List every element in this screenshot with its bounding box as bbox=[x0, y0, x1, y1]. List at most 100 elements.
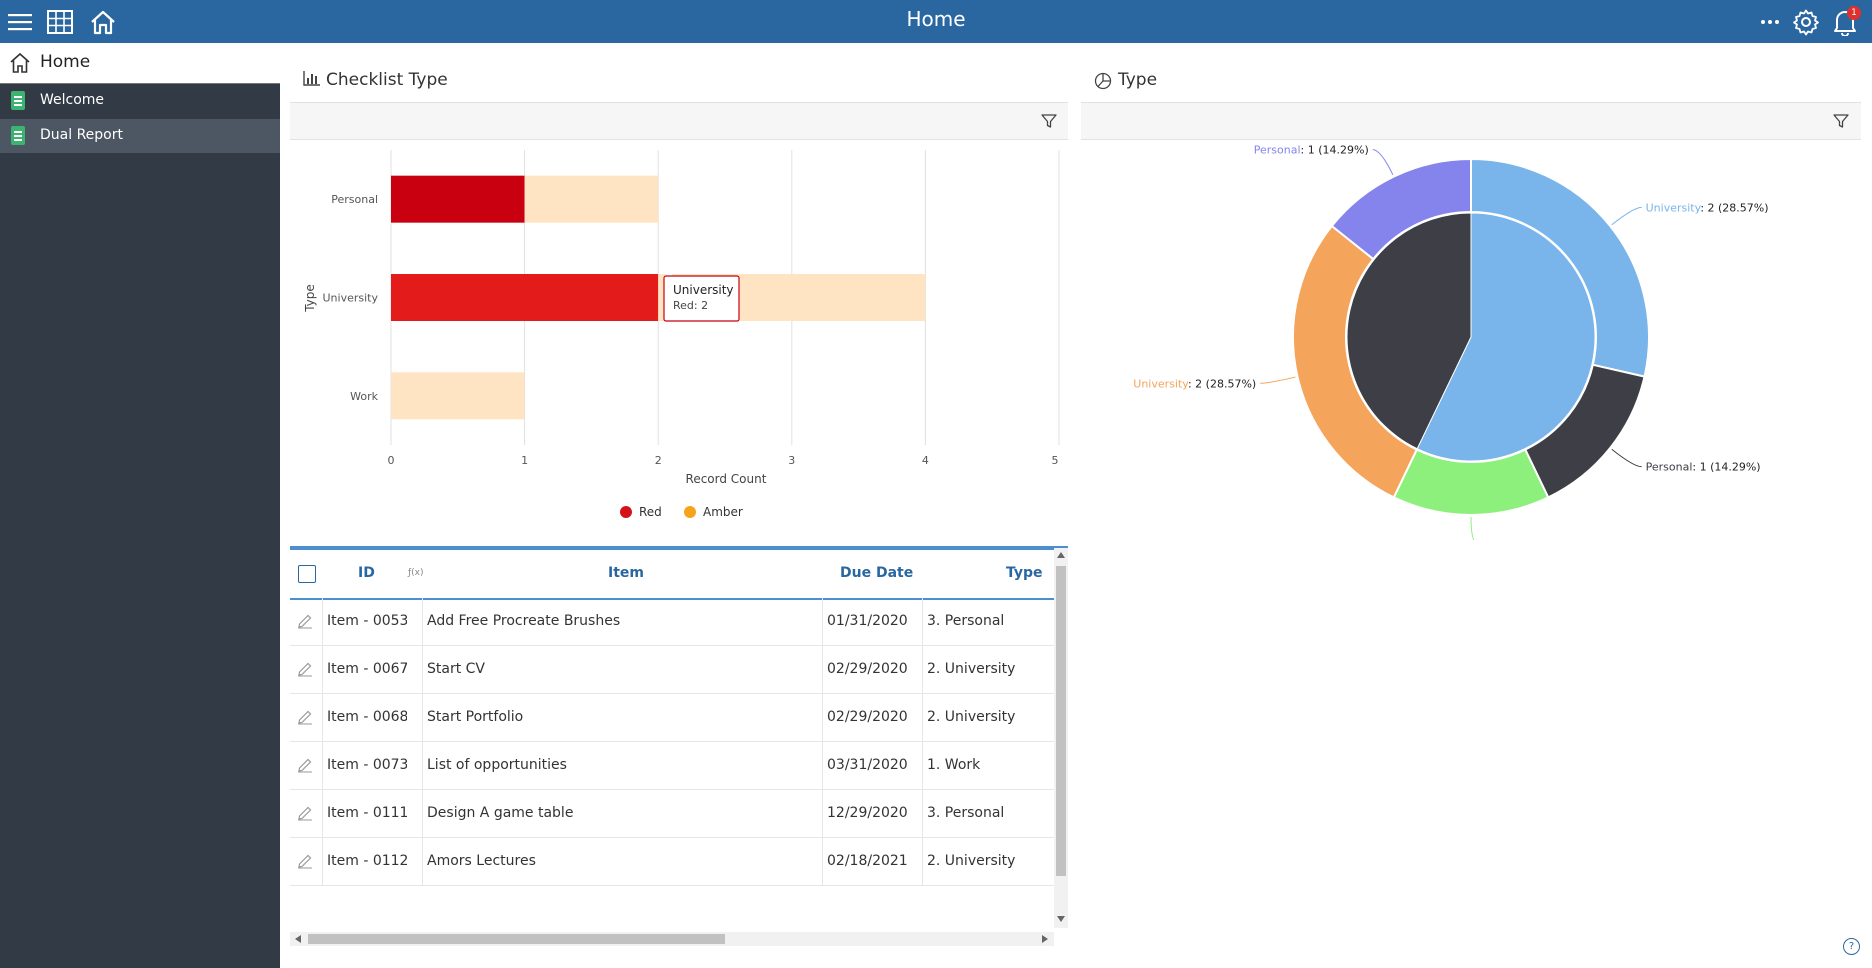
bar-red-personal[interactable] bbox=[391, 175, 525, 223]
edit-icon[interactable] bbox=[297, 694, 315, 741]
home-icon[interactable] bbox=[87, 0, 119, 43]
bar-chart: 0 1 2 3 4 5 Personal University Work Record Cou… bbox=[303, 150, 1060, 519]
document-icon bbox=[11, 126, 25, 145]
pie-label-connector bbox=[1260, 376, 1296, 384]
cell-id: Item - 0067 bbox=[327, 661, 407, 677]
sidebar-item-dual-report[interactable]: Dual Report bbox=[0, 119, 280, 153]
filter-icon[interactable] bbox=[1041, 113, 1057, 133]
sidebar-home-label: Home bbox=[40, 52, 91, 72]
cell-type: 3. Personal bbox=[927, 805, 1005, 821]
help-icon[interactable]: ? bbox=[1843, 938, 1860, 955]
column-header-id[interactable]: ID bbox=[358, 565, 375, 581]
edit-icon[interactable] bbox=[297, 838, 315, 885]
scroll-up-icon[interactable] bbox=[1057, 552, 1065, 558]
pie-chart: University: 2 (28.57%) Personal: 1 (14.29… bbox=[1133, 144, 1769, 540]
cell-type: 3. Personal bbox=[927, 613, 1005, 629]
cell-due-date: 02/18/2021 bbox=[827, 853, 908, 869]
table-row[interactable]: Item - 0111 Design A game table 12/29/2020… bbox=[290, 790, 1054, 838]
edit-icon[interactable] bbox=[297, 742, 315, 789]
horizontal-scrollbar[interactable] bbox=[290, 932, 1054, 946]
vertical-scrollbar[interactable] bbox=[1054, 548, 1068, 928]
pie-label-connector bbox=[1611, 206, 1642, 226]
column-header-item[interactable]: Item bbox=[608, 565, 644, 581]
bar-amber-personal[interactable] bbox=[524, 175, 659, 223]
pie-label: University: 2 (28.57%) bbox=[1133, 377, 1256, 390]
edit-icon[interactable] bbox=[297, 790, 315, 837]
grid-icon[interactable] bbox=[44, 0, 76, 43]
bar-chart-icon bbox=[303, 70, 321, 90]
legend-label-amber[interactable]: Amber bbox=[703, 505, 743, 519]
x-tick-label: 3 bbox=[788, 454, 795, 467]
cell-id: Item - 0068 bbox=[327, 709, 407, 725]
x-tick-label: 4 bbox=[922, 454, 929, 467]
cell-id: Item - 0112 bbox=[327, 853, 407, 869]
cell-item: Amors Lectures bbox=[427, 853, 536, 869]
column-header-due-date[interactable]: Due Date bbox=[840, 565, 914, 581]
cell-item: Start Portfolio bbox=[427, 709, 524, 725]
pie-inner-slice[interactable] bbox=[1346, 212, 1472, 450]
x-tick-label: 2 bbox=[655, 454, 662, 467]
table-row[interactable]: Item - 0053 Add Free Procreate Brushes 01/… bbox=[290, 598, 1054, 646]
sidebar-home[interactable]: Home bbox=[0, 43, 280, 84]
cell-due-date: 01/31/2020 bbox=[827, 613, 908, 629]
edit-icon[interactable] bbox=[297, 598, 315, 645]
select-all-checkbox[interactable] bbox=[298, 565, 316, 583]
cell-type: 1. Work bbox=[927, 757, 981, 773]
notification-badge: 1 bbox=[1847, 6, 1861, 20]
sidebar-item-welcome[interactable]: Welcome bbox=[0, 84, 280, 118]
top-bar: Home 1 bbox=[0, 0, 1872, 43]
cell-due-date: 02/29/2020 bbox=[827, 661, 908, 677]
home-outline-icon bbox=[10, 52, 30, 73]
cell-item: Add Free Procreate Brushes bbox=[427, 613, 621, 629]
x-tick-label: 1 bbox=[521, 454, 528, 467]
scroll-left-icon[interactable] bbox=[295, 935, 301, 943]
cell-item: List of opportunities bbox=[427, 757, 567, 773]
settings-icon[interactable] bbox=[1791, 0, 1821, 43]
pie-chart-icon bbox=[1094, 72, 1112, 94]
filter-icon[interactable] bbox=[1833, 113, 1849, 133]
menu-icon[interactable] bbox=[4, 0, 36, 43]
cell-type: 2. University bbox=[927, 709, 1016, 725]
vertical-scrollbar-thumb[interactable] bbox=[1056, 566, 1066, 876]
horizontal-scrollbar-thumb[interactable] bbox=[308, 934, 725, 944]
formula-icon[interactable]: ƒ(x) bbox=[408, 568, 424, 578]
legend-label-red[interactable]: Red bbox=[639, 505, 662, 519]
cell-due-date: 02/29/2020 bbox=[827, 709, 908, 725]
cell-id: Item - 0053 bbox=[327, 613, 407, 629]
bar-panel-toolbar bbox=[290, 102, 1068, 140]
tooltip-title: University bbox=[673, 283, 734, 297]
grid-header: ID ƒ(x) Item Due Date Type bbox=[290, 546, 1068, 600]
scroll-down-icon[interactable] bbox=[1057, 916, 1065, 922]
x-tick-label: 0 bbox=[388, 454, 395, 467]
cell-item: Start CV bbox=[427, 661, 486, 677]
pie-label: Personal: 1 (14.29%) bbox=[1646, 461, 1761, 474]
pie-label: University: 2 (28.57%) bbox=[1646, 201, 1769, 214]
scroll-right-icon[interactable] bbox=[1042, 935, 1048, 943]
bar-amber-work[interactable] bbox=[391, 372, 525, 420]
column-header-type[interactable]: Type bbox=[1006, 565, 1043, 581]
table-row[interactable]: Item - 0112 Amors Lectures 02/18/2021 2. Un… bbox=[290, 838, 1054, 886]
pie-label: Personal: 1 (14.29%) bbox=[1254, 144, 1369, 157]
pie-label: Work: 1 (14.29%) bbox=[1483, 539, 1579, 540]
sidebar: Home Welcome Dual Report bbox=[0, 43, 280, 968]
x-axis-label: Record Count bbox=[686, 472, 767, 486]
bar-red-university[interactable] bbox=[391, 274, 659, 321]
page-title: Home bbox=[906, 7, 966, 31]
more-icon[interactable] bbox=[1755, 0, 1785, 43]
table-row[interactable]: Item - 0073 List of opportunities 03/31/20… bbox=[290, 742, 1054, 790]
pie-outer-slice-personal[interactable] bbox=[1330, 157, 1472, 261]
pie-label-connector bbox=[1611, 448, 1642, 468]
sidebar-item-label: Welcome bbox=[40, 92, 105, 108]
pie-label-connector bbox=[1470, 516, 1475, 540]
edit-icon[interactable] bbox=[297, 646, 315, 693]
table-row[interactable]: Item - 0067 Start CV 02/29/2020 2. Universi… bbox=[290, 646, 1054, 694]
pie-label-connector bbox=[1372, 149, 1394, 176]
document-icon bbox=[11, 91, 25, 110]
table-row[interactable]: Item - 0068 Start Portfolio 02/29/2020 2. U… bbox=[290, 694, 1054, 742]
cell-item: Design A game table bbox=[427, 805, 574, 821]
cell-due-date: 03/31/2020 bbox=[827, 757, 908, 773]
pie-inner-slice[interactable] bbox=[1416, 212, 1596, 462]
cell-id: Item - 0111 bbox=[327, 805, 407, 821]
y-tick-label: Personal bbox=[331, 193, 378, 206]
x-tick-label: 5 bbox=[1052, 454, 1059, 467]
